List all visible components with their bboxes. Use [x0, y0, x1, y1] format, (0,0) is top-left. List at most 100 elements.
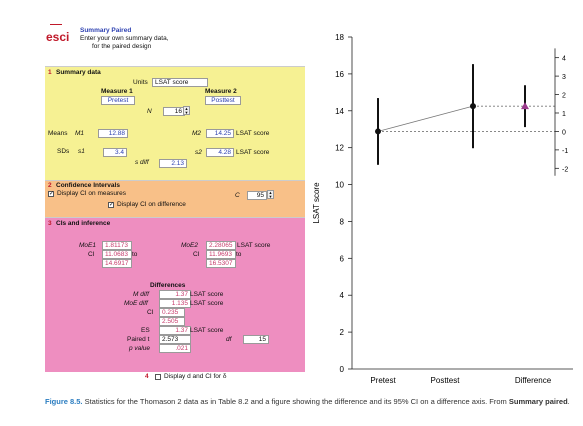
logo: esci: [46, 24, 70, 48]
y-tick-label: 16: [335, 70, 344, 79]
ci2-to: to: [236, 251, 242, 258]
display-ci-measures-checkbox[interactable]: ✓: [48, 191, 55, 197]
cis-inference-panel: 3 CIs and inference MoE1 1.81173 CI 11.0…: [45, 217, 305, 373]
display-ci-measures-label: Display CI on measures: [57, 190, 126, 197]
m1-label: M1: [75, 130, 85, 137]
mdiff-unit: LSAT score: [190, 291, 224, 298]
s1-field[interactable]: 3.4: [103, 148, 127, 157]
measure2-field[interactable]: Posttest: [205, 96, 241, 105]
moediff-unit: LSAT score: [190, 300, 224, 307]
summary-section-title: Summary data: [56, 69, 101, 76]
m2-unit: LSAT score: [236, 130, 270, 137]
m2-field[interactable]: 14.25: [206, 129, 234, 138]
means-label: Means: [48, 130, 68, 137]
es-label: ES: [141, 327, 150, 334]
ci2-high-field: 16.5307: [206, 259, 236, 268]
pretest-mean-point: [375, 128, 381, 135]
mdiff-label: M diff: [133, 291, 149, 298]
confidence-intervals-panel: 2 Confidence Intervals ✓ Display CI on m…: [45, 180, 305, 217]
ci2-label: CI: [193, 251, 200, 258]
moediff-field: 1.135: [159, 299, 191, 308]
y-tick-label: 0: [340, 365, 345, 374]
s2-label: s2: [195, 149, 202, 156]
moe2-unit: LSAT score: [237, 242, 271, 249]
y-axis-label: LSAT score: [312, 182, 321, 224]
moediff-label: MoE diff: [124, 300, 148, 307]
n-spinner[interactable]: ▲ ▼: [183, 106, 190, 115]
figure-label: Figure 8.5.: [45, 397, 83, 406]
differences-title: Differences: [150, 282, 186, 289]
units-label: Units: [133, 79, 148, 86]
y-tick-label: 2: [340, 328, 345, 337]
measure2-label: Measure 2: [205, 88, 237, 95]
inference-section-number: 3: [48, 220, 52, 227]
paired-t-field: 2.573: [159, 335, 191, 344]
y-tick-label: 14: [335, 107, 344, 116]
difference-axis-tick-label: 0: [562, 129, 566, 136]
mdiff-field: 1.37: [159, 290, 191, 299]
inference-section-title: CIs and inference: [56, 220, 111, 227]
summary-data-panel: 1 Summary data Units LSAT score Measure …: [45, 66, 305, 181]
difference-axis-tick-label: 1: [562, 111, 566, 118]
y-tick-label: 6: [340, 254, 345, 263]
sds-label: SDs: [57, 148, 70, 155]
s1-label: s1: [78, 148, 85, 155]
y-tick-label: 4: [340, 291, 345, 300]
x-category-label: Pretest: [370, 376, 396, 385]
app-subtitle-1: Enter your own summary data,: [80, 35, 169, 42]
s2-unit: LSAT score: [236, 149, 270, 156]
sdiff-field[interactable]: 2.13: [159, 159, 187, 168]
means-connector-line: [377, 105, 474, 132]
y-tick-label: 18: [335, 33, 344, 42]
caption-text: Statistics for the Thomason 2 data as in…: [82, 397, 509, 406]
display-ci-difference-checkbox[interactable]: ✓: [108, 202, 115, 208]
measure1-label: Measure 1: [101, 88, 133, 95]
y-tick-label: 12: [335, 144, 344, 153]
c-spinner[interactable]: ▲ ▼: [267, 190, 274, 199]
ci1-high-field: 14.6917: [102, 259, 132, 268]
ci-section-number: 2: [48, 182, 52, 189]
figure-caption: Figure 8.5. Statistics for the Thomason …: [45, 396, 570, 407]
display-d-label: Display d and CI for δ: [164, 373, 227, 380]
df-label: df: [226, 336, 232, 343]
display-d-checkbox[interactable]: [155, 374, 161, 380]
p-value-field: .021: [159, 344, 191, 353]
sdiff-label: s diff: [135, 159, 149, 166]
display-d-panel: 4 Display d and CI for δ: [45, 372, 305, 382]
n-field[interactable]: 16: [163, 107, 185, 116]
x-category-label: Difference: [515, 376, 552, 385]
posttest-mean-point: [470, 103, 476, 110]
ci-section-title: Confidence Intervals: [56, 182, 120, 189]
paired-t-label: Paired t: [127, 336, 150, 343]
moe1-field: 1.81173: [102, 241, 132, 250]
cid-label: CI: [147, 309, 154, 316]
es-unit: LSAT score: [190, 327, 224, 334]
es-field: 1.37: [159, 326, 191, 335]
logo-text: esci: [46, 30, 70, 44]
app-subtitle-2: for the paired design: [92, 43, 152, 50]
difference-axis-tick-label: 2: [562, 93, 566, 100]
difference-axis-tick-label: 3: [562, 74, 566, 81]
x-category-label: Posttest: [431, 376, 461, 385]
difference-axis-tick-label: -2: [562, 166, 568, 173]
units-field[interactable]: LSAT score: [152, 78, 208, 87]
difference-axis-tick-label: 4: [562, 56, 566, 63]
y-tick-label: 8: [340, 217, 345, 226]
y-tick-label: 10: [335, 181, 344, 190]
display-d-section-number: 4: [145, 373, 149, 380]
m1-field[interactable]: 12.88: [98, 129, 128, 138]
app-title: Summary Paired: [80, 27, 132, 34]
c-field[interactable]: 95: [247, 191, 267, 200]
cid-low-field: 0.235: [159, 308, 185, 317]
measure1-field[interactable]: Pretest: [101, 96, 135, 105]
moe1-label: MoE1: [79, 242, 96, 249]
df-field: 15: [243, 335, 269, 344]
ci1-low-field: 11.0683: [102, 250, 132, 259]
ci2-low-field: 11.9693: [206, 250, 236, 259]
n-label: N: [147, 108, 152, 115]
caption-source: Summary paired: [508, 397, 568, 406]
caption-end: .: [567, 397, 570, 406]
logo-mark-icon: [50, 24, 62, 33]
difference-axis-tick-label: -1: [562, 148, 568, 155]
s2-field[interactable]: 4.28: [206, 148, 234, 157]
